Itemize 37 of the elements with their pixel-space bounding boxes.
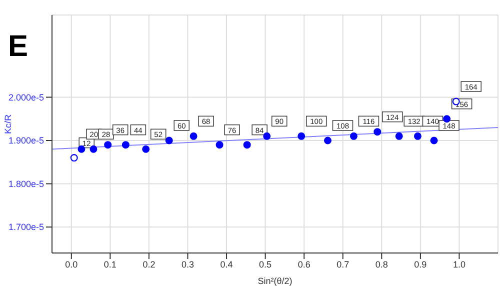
x-tick-label: 0.8: [375, 259, 388, 270]
point: [350, 132, 358, 140]
x-tick-label: 0.3: [181, 259, 194, 270]
y-tick-label: 1.800e-5: [8, 178, 44, 189]
x-tick-label: 0.4: [220, 259, 233, 270]
point: [374, 128, 382, 136]
point: [90, 145, 98, 153]
point: [298, 132, 306, 140]
point: [70, 154, 78, 162]
y-tick-label: 1.900e-5: [8, 136, 44, 146]
x-tick-label: 0.0: [65, 259, 78, 270]
x-tick-label: 0.2: [142, 259, 156, 270]
point: [263, 132, 271, 140]
x-tick-label: 1.0: [452, 259, 466, 270]
point: [324, 136, 332, 144]
y-axis-title: Kc/R: [3, 114, 14, 134]
x-axis-title: Sin²(θ/2): [258, 276, 292, 286]
x-tick-label: 0.6: [298, 259, 310, 270]
point: [430, 136, 438, 144]
point: [190, 132, 198, 140]
x-tick-label: 0.9: [414, 259, 427, 270]
point: [216, 141, 224, 149]
point: [122, 141, 130, 149]
point: [414, 132, 422, 140]
point: [104, 141, 112, 149]
y-tick-label: 1.700e-5: [8, 222, 44, 232]
point: [443, 115, 451, 123]
point: [395, 132, 403, 140]
point: [243, 141, 251, 149]
point: [165, 136, 173, 144]
x-tick-label: 0.5: [259, 259, 272, 270]
x-tick-label: 0.1: [104, 259, 116, 270]
text: E: [8, 30, 28, 64]
point: [78, 145, 86, 153]
y-tick-label: 2.000e-5: [8, 92, 44, 102]
point: [142, 145, 150, 153]
x-tick-label: 0.7: [336, 259, 350, 270]
